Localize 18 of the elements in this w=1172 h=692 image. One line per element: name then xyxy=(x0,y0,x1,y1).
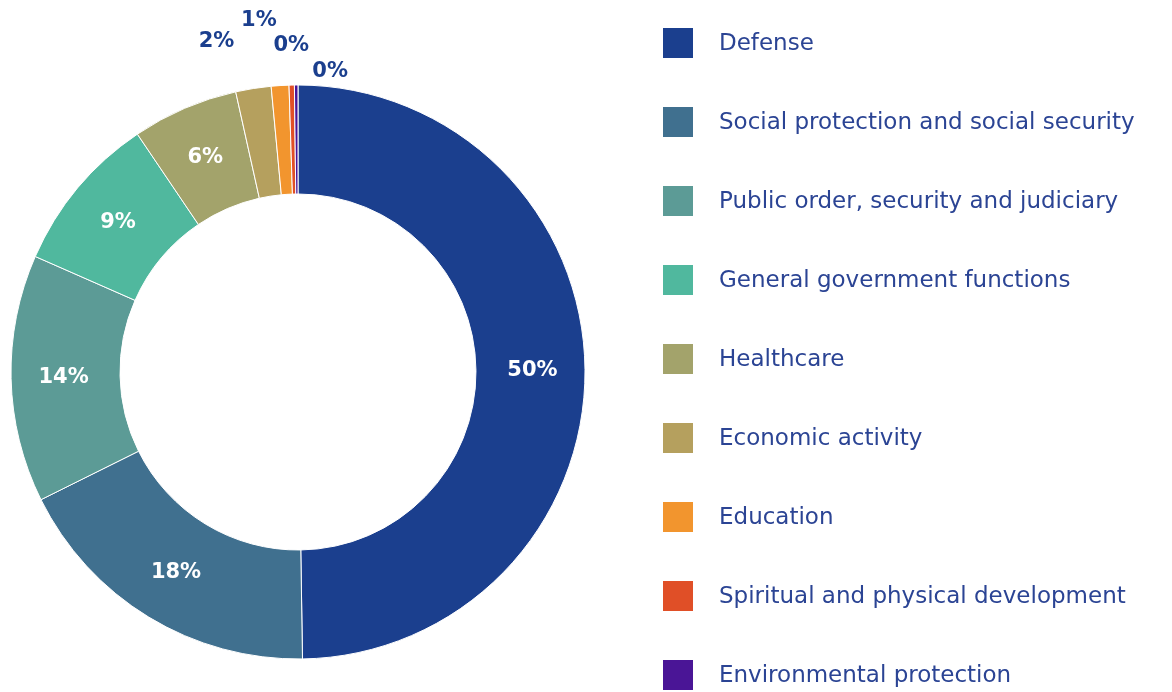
legend-label: Defense xyxy=(719,29,814,55)
legend-label: Spiritual and physical development xyxy=(719,582,1126,608)
data-label: 0% xyxy=(273,32,310,57)
legend-label: Healthcare xyxy=(719,345,845,371)
data-label: 2% xyxy=(198,27,235,52)
data-label: 6% xyxy=(187,143,224,168)
data-label: 9% xyxy=(100,208,136,233)
data-label: 14% xyxy=(38,364,89,389)
data-label: 50% xyxy=(507,357,558,382)
legend-label: Environmental protection xyxy=(719,661,1012,687)
legend-label: General government functions xyxy=(719,266,1071,292)
data-label: 1% xyxy=(241,6,277,31)
legend-label: Social protection and social security xyxy=(719,108,1135,134)
data-label: 0% xyxy=(312,58,348,83)
legend-label: Public order, security and judiciary xyxy=(719,187,1119,213)
data-label: 18% xyxy=(150,559,202,584)
legend-label: Economic activity xyxy=(719,424,923,450)
legend-label: Education xyxy=(719,503,834,529)
